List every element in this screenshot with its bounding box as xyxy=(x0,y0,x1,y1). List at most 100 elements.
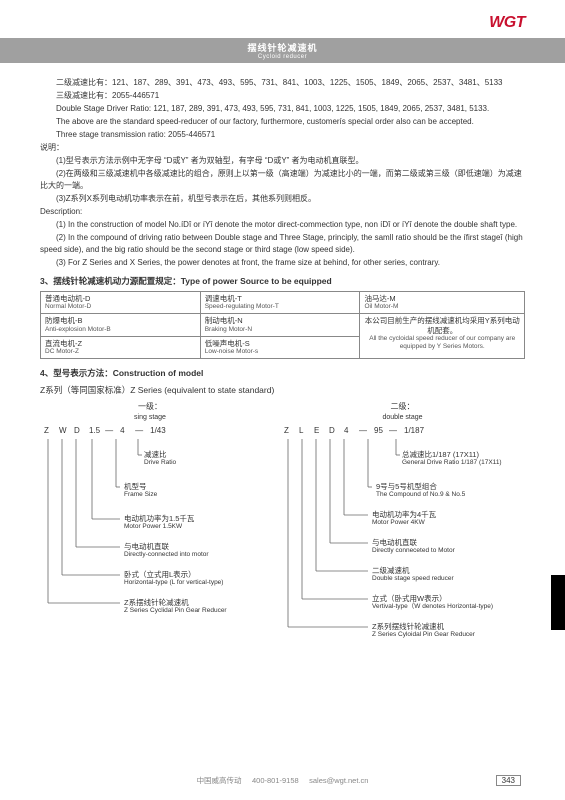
cell-note-en: All the cycloidal speed reducer of our c… xyxy=(364,335,520,351)
label-en: Directly-connected into motor xyxy=(124,551,209,559)
label-cn: 减速比 xyxy=(144,450,167,459)
label-en: Drive Ratio xyxy=(144,459,176,467)
code-seg: 1.5 xyxy=(89,425,100,437)
description-title: Description: xyxy=(40,206,525,218)
shuoming-p3: (3)Z系列X系列电动机功率表示在前，机型号表示在后，其他系列则相反。 xyxy=(40,193,525,205)
code-seg: D xyxy=(329,425,339,437)
cell-cn: 制动电机-N xyxy=(205,316,243,325)
cell-en: Low-noise Motor-s xyxy=(205,348,356,356)
banner-title-en: Cycloid reducer xyxy=(0,54,565,60)
cell-note-cn: 本公司目前生产的摆线减速机均采用Y系列电动机配套。 xyxy=(365,316,520,334)
code-seg: Z xyxy=(284,425,294,437)
cell-cn: 油马达-M xyxy=(364,294,395,303)
section4-title: 4、型号表示方法：Construction of model xyxy=(40,367,525,380)
banner-title-cn: 摆线针轮减速机 xyxy=(0,41,565,54)
diagram-title: 一级： sing stage xyxy=(40,401,260,424)
intro-p2: 三级减速比有：2055-446571 xyxy=(40,90,525,102)
footer-email: sales@wgt.net.cn xyxy=(309,776,368,785)
code-seg: 4 xyxy=(120,425,130,437)
code-seg: D xyxy=(74,425,84,437)
code-seg: — xyxy=(105,425,115,437)
footer-company: 中国威高传动 xyxy=(197,776,242,785)
code-seg: 4 xyxy=(344,425,354,437)
code-seg: 95 xyxy=(374,425,384,437)
intro-p3: Double Stage Driver Ratio: 121, 187, 289… xyxy=(40,103,525,115)
label-en: Motor Power 4KW xyxy=(372,519,436,527)
label-cn: Z系列摆线针轮减速机 xyxy=(372,622,444,631)
cell-cn: 调速电机-T xyxy=(205,294,242,303)
page-number: 343 xyxy=(496,775,521,786)
cell-cn: 防爆电机-B xyxy=(45,316,83,325)
diagram-single-stage: 一级： sing stage Z W D 1.5 — 4 — 1/43 xyxy=(40,401,260,611)
cell-en: Oil Motor-M xyxy=(364,303,520,311)
desc-p3: (3) For Z Series and X Series, the power… xyxy=(40,257,525,269)
label-en: Z Series Cyloidal Pin Gear Reducer xyxy=(372,631,475,639)
brand-logo: WGT xyxy=(489,14,525,32)
code-seg: E xyxy=(314,425,324,437)
label-en: Motor Power 1.5KW xyxy=(124,523,194,531)
desc-p1: (1) In the construction of model No.íDî … xyxy=(40,219,525,231)
cell-en: Braking Motor-N xyxy=(205,326,356,334)
table-row: 普通电动机-DNormal Motor-D 调速电机-TSpeed-regula… xyxy=(41,291,525,314)
cell-en: Anti-explosion Motor-B xyxy=(45,326,196,334)
diagram-title-en: double stage xyxy=(280,413,525,424)
code-seg: L xyxy=(299,425,309,437)
label-en: The Compound of No.9 & No.5 xyxy=(376,491,465,499)
cell-en: DC Motor-Z xyxy=(45,348,196,356)
table-row: 防爆电机-BAnti-explosion Motor-B 制动电机-NBraki… xyxy=(41,314,525,337)
intro-p4: The above are the standard speed-reducer… xyxy=(40,116,525,128)
label-en: General Drive Ratio 1/187 (17X11) xyxy=(402,459,502,467)
diagram-title-en: sing stage xyxy=(40,413,260,424)
label-cn: 与电动机直联 xyxy=(124,542,169,551)
side-tab-marker xyxy=(551,575,565,630)
code-seg: 1/187 xyxy=(404,425,424,437)
intro-p1: 二级减速比有：121、187、289、391、473、493、595、731、8… xyxy=(40,77,525,89)
code-seg: 1/43 xyxy=(150,425,166,437)
label-cn: 与电动机直联 xyxy=(372,538,417,547)
label-en: Directly conneceted to Motor xyxy=(372,547,455,555)
label-cn: 电动机功率为4千瓦 xyxy=(372,510,436,519)
code-seg: — xyxy=(135,425,145,437)
code-seg: W xyxy=(59,425,69,437)
diagram-double-stage: 二级： double stage Z L E D 4 — 95 — 1/187 xyxy=(280,401,525,631)
label-en: Double stage speed reducer xyxy=(372,575,454,583)
code-seg: — xyxy=(389,425,399,437)
label-cn: 总减速比1/187 (17X11) xyxy=(402,450,479,459)
footer-phone: 400-801-9158 xyxy=(252,776,299,785)
diagram-title-cn: 二级： xyxy=(391,402,415,411)
body-content: 二级减速比有：121、187、289、391、473、493、595、731、8… xyxy=(40,77,525,631)
code-seg: — xyxy=(359,425,369,437)
cell-en: Speed-regulating Motor-T xyxy=(205,303,356,311)
label-cn: 机型号 xyxy=(124,482,147,491)
label-cn: 二级减速机 xyxy=(372,566,410,575)
label-en: Z Series Cyclidal Pin Gear Reducer xyxy=(124,607,227,615)
page-banner: 摆线针轮减速机 Cycloid reducer xyxy=(0,38,565,63)
label-cn: 卧式（立式用L表示） xyxy=(124,570,196,579)
cell-en: Normal Motor-D xyxy=(45,303,196,311)
label-cn: Z系摆线针轮减速机 xyxy=(124,598,189,607)
cell-cn: 普通电动机-D xyxy=(45,294,90,303)
label-en: Horizontal-type (L for vertical-type) xyxy=(124,579,223,587)
shuoming-p1: (1)型号表示方法示例中无字母 “D或Y” 者为双轴型，有字母 “D或Y” 者为… xyxy=(40,155,525,167)
diagram-title-cn: 一级： xyxy=(138,402,162,411)
page-footer: 中国威高传动 400-801-9158 sales@wgt.net.cn 343 xyxy=(0,775,565,786)
label-cn: 立式（卧式用W表示） xyxy=(372,594,447,603)
label-en: Vertival-type（W denotes Horizontal-type) xyxy=(372,603,493,611)
desc-p2: (2) In the compound of driving ratio bet… xyxy=(40,232,525,256)
model-code-row: Z W D 1.5 — 4 — 1/43 xyxy=(40,425,260,437)
diagram-title: 二级： double stage xyxy=(280,401,525,424)
cell-cn: 低噪声电机-S xyxy=(205,339,250,348)
section3-title: 3、摆线针轮减速机动力源配置规定：Type of power Source to… xyxy=(40,275,525,288)
label-cn: 9号与5号机型组合 xyxy=(376,482,437,491)
code-seg: Z xyxy=(44,425,54,437)
label-cn: 电动机功率为1.5千瓦 xyxy=(124,514,194,523)
shuoming-title: 说明： xyxy=(40,142,525,154)
intro-p5: Three stage transmission ratio: 2055-446… xyxy=(40,129,525,141)
cell-cn: 直流电机-Z xyxy=(45,339,82,348)
shuoming-p2: (2)在两级和三级减速机中各级减速比的组合，原则上以第一级（高速端）为减速比小的… xyxy=(40,168,525,192)
label-en: Frame Size xyxy=(124,491,157,499)
model-code-row: Z L E D 4 — 95 — 1/187 xyxy=(280,425,525,437)
power-source-table: 普通电动机-DNormal Motor-D 调速电机-TSpeed-regula… xyxy=(40,291,525,360)
z-series-title: Z系列（等同国家标准）Z Series (equivalent to state… xyxy=(40,384,525,397)
model-diagrams: 一级： sing stage Z W D 1.5 — 4 — 1/43 xyxy=(40,401,525,631)
